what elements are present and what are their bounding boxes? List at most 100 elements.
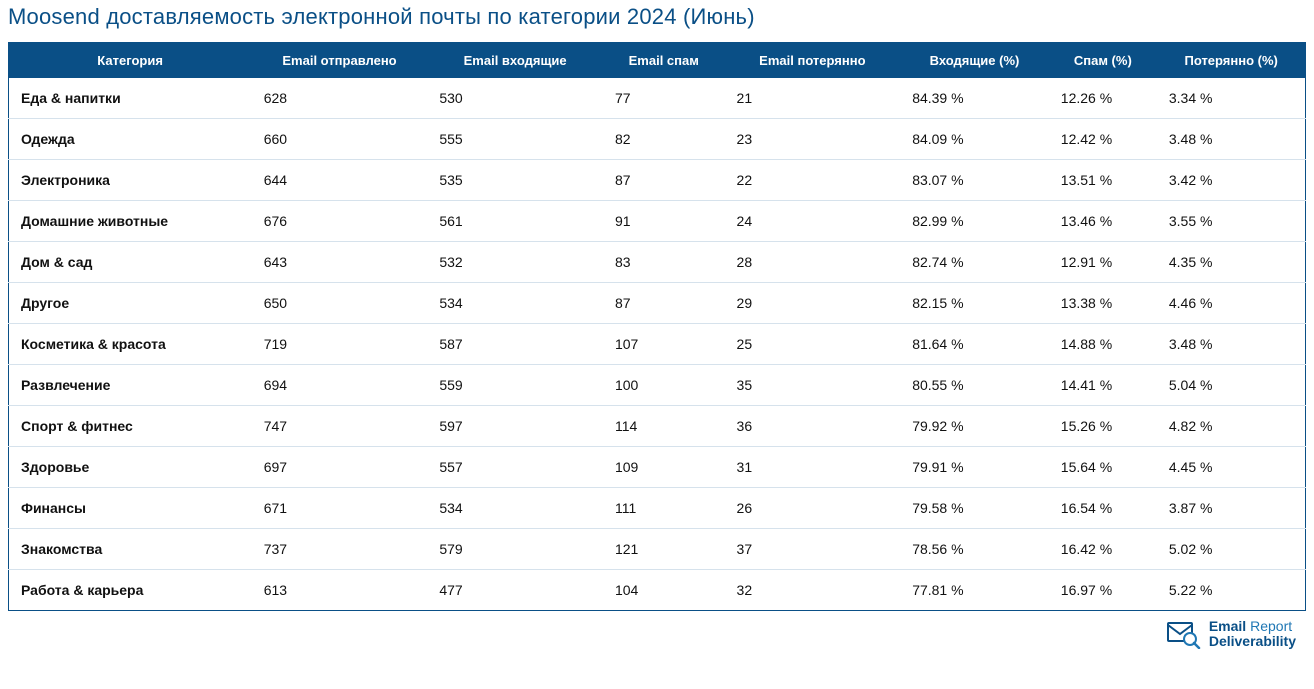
cell-value: 671 <box>252 488 428 529</box>
table-row: Домашние животные676561912482.99 %13.46 … <box>9 201 1306 242</box>
cell-value: 597 <box>427 406 603 447</box>
cell-value: 5.04 % <box>1157 365 1306 406</box>
cell-category: Финансы <box>9 488 252 529</box>
cell-value: 83 <box>603 242 725 283</box>
footer-logo-text: Email Report Deliverability <box>1209 619 1296 648</box>
cell-value: 737 <box>252 529 428 570</box>
cell-value: 694 <box>252 365 428 406</box>
cell-value: 26 <box>725 488 901 529</box>
cell-category: Дом & сад <box>9 242 252 283</box>
cell-value: 579 <box>427 529 603 570</box>
cell-value: 3.34 % <box>1157 78 1306 119</box>
cell-value: 111 <box>603 488 725 529</box>
logo-word-report: Report <box>1250 618 1292 634</box>
col-email-spam: Email спам <box>603 43 725 79</box>
cell-value: 16.42 % <box>1049 529 1157 570</box>
deliverability-table: Категория Email отправлено Email входящи… <box>8 42 1306 611</box>
table-header: Категория Email отправлено Email входящи… <box>9 43 1306 79</box>
cell-value: 5.02 % <box>1157 529 1306 570</box>
cell-value: 12.26 % <box>1049 78 1157 119</box>
cell-value: 21 <box>725 78 901 119</box>
cell-value: 3.42 % <box>1157 160 1306 201</box>
cell-value: 4.82 % <box>1157 406 1306 447</box>
cell-value: 13.46 % <box>1049 201 1157 242</box>
cell-value: 109 <box>603 447 725 488</box>
table-row: Косметика & красота7195871072581.64 %14.… <box>9 324 1306 365</box>
table-row: Спорт & фитнес7475971143679.92 %15.26 %4… <box>9 406 1306 447</box>
page-title: Moosend доставляемость электронной почты… <box>8 4 1306 30</box>
cell-value: 587 <box>427 324 603 365</box>
cell-value: 81.64 % <box>900 324 1049 365</box>
table-row: Электроника644535872283.07 %13.51 %3.42 … <box>9 160 1306 201</box>
table-row: Дом & сад643532832882.74 %12.91 %4.35 % <box>9 242 1306 283</box>
cell-value: 79.91 % <box>900 447 1049 488</box>
cell-value: 22 <box>725 160 901 201</box>
cell-value: 3.55 % <box>1157 201 1306 242</box>
cell-value: 77 <box>603 78 725 119</box>
cell-value: 643 <box>252 242 428 283</box>
cell-value: 84.39 % <box>900 78 1049 119</box>
cell-value: 4.46 % <box>1157 283 1306 324</box>
cell-category: Еда & напитки <box>9 78 252 119</box>
col-lost-pct: Потерянно (%) <box>1157 43 1306 79</box>
cell-value: 15.64 % <box>1049 447 1157 488</box>
cell-value: 28 <box>725 242 901 283</box>
footer: Email Report Deliverability <box>8 611 1306 653</box>
cell-value: 121 <box>603 529 725 570</box>
col-category: Категория <box>9 43 252 79</box>
cell-value: 87 <box>603 160 725 201</box>
cell-value: 532 <box>427 242 603 283</box>
cell-value: 29 <box>725 283 901 324</box>
cell-value: 4.45 % <box>1157 447 1306 488</box>
col-email-inbox: Email входящие <box>427 43 603 79</box>
cell-value: 31 <box>725 447 901 488</box>
cell-value: 613 <box>252 570 428 611</box>
cell-value: 24 <box>725 201 901 242</box>
table-row: Другое650534872982.15 %13.38 %4.46 % <box>9 283 1306 324</box>
cell-value: 107 <box>603 324 725 365</box>
cell-value: 559 <box>427 365 603 406</box>
logo-word-email: Email <box>1209 618 1246 634</box>
cell-value: 14.88 % <box>1049 324 1157 365</box>
cell-value: 534 <box>427 488 603 529</box>
cell-value: 78.56 % <box>900 529 1049 570</box>
cell-value: 82.99 % <box>900 201 1049 242</box>
table-row: Здоровье6975571093179.91 %15.64 %4.45 % <box>9 447 1306 488</box>
cell-value: 628 <box>252 78 428 119</box>
table-row: Работа & карьера6134771043277.81 %16.97 … <box>9 570 1306 611</box>
cell-value: 32 <box>725 570 901 611</box>
cell-category: Развлечение <box>9 365 252 406</box>
cell-value: 36 <box>725 406 901 447</box>
cell-value: 91 <box>603 201 725 242</box>
cell-value: 534 <box>427 283 603 324</box>
cell-value: 644 <box>252 160 428 201</box>
page-container: Moosend доставляемость электронной почты… <box>0 4 1314 653</box>
envelope-magnifier-icon <box>1167 619 1201 649</box>
cell-value: 100 <box>603 365 725 406</box>
col-inbox-pct: Входящие (%) <box>900 43 1049 79</box>
cell-value: 37 <box>725 529 901 570</box>
cell-value: 477 <box>427 570 603 611</box>
cell-value: 535 <box>427 160 603 201</box>
cell-category: Знакомства <box>9 529 252 570</box>
cell-value: 676 <box>252 201 428 242</box>
cell-value: 23 <box>725 119 901 160</box>
cell-value: 747 <box>252 406 428 447</box>
cell-value: 80.55 % <box>900 365 1049 406</box>
cell-category: Здоровье <box>9 447 252 488</box>
cell-value: 79.92 % <box>900 406 1049 447</box>
table-row: Знакомства7375791213778.56 %16.42 %5.02 … <box>9 529 1306 570</box>
cell-value: 557 <box>427 447 603 488</box>
col-spam-pct: Спам (%) <box>1049 43 1157 79</box>
cell-value: 719 <box>252 324 428 365</box>
cell-value: 16.54 % <box>1049 488 1157 529</box>
cell-value: 12.91 % <box>1049 242 1157 283</box>
cell-value: 14.41 % <box>1049 365 1157 406</box>
cell-value: 79.58 % <box>900 488 1049 529</box>
cell-value: 104 <box>603 570 725 611</box>
cell-value: 35 <box>725 365 901 406</box>
cell-value: 13.38 % <box>1049 283 1157 324</box>
table-row: Еда & напитки628530772184.39 %12.26 %3.3… <box>9 78 1306 119</box>
cell-value: 82.74 % <box>900 242 1049 283</box>
cell-category: Спорт & фитнес <box>9 406 252 447</box>
